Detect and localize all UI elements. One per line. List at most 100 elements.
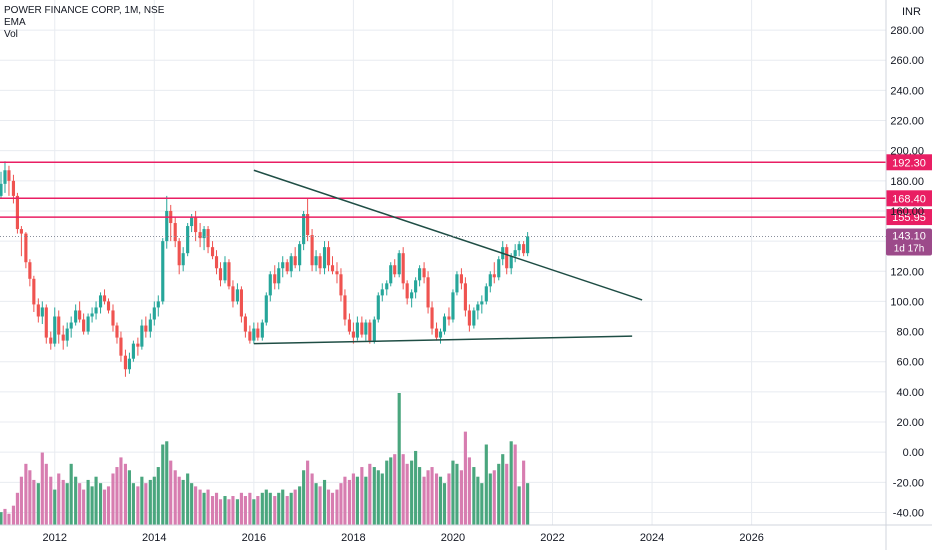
- candle-body: [322, 247, 327, 269]
- candle-body: [123, 355, 128, 370]
- volume-bar: [401, 454, 405, 525]
- candle-body: [339, 274, 343, 296]
- time-axis[interactable]: 2012 2014 2016 2018 2020 2022 2024 2026: [0, 524, 932, 544]
- candle-body: [256, 328, 260, 338]
- volume-bar: [264, 489, 268, 525]
- volume-bar: [505, 463, 509, 525]
- time-tick-label: 2012: [43, 532, 67, 544]
- candle-body: [206, 229, 210, 248]
- volume-bar: [335, 489, 339, 525]
- candle-body: [414, 280, 418, 293]
- candle-body: [24, 233, 28, 263]
- candle-body: [314, 256, 318, 266]
- candle-body: [302, 213, 306, 245]
- time-tick-label: 2026: [739, 532, 763, 544]
- volume-bar: [509, 441, 513, 525]
- trend-lines[interactable]: [253, 169, 643, 345]
- volume-bar: [451, 460, 455, 525]
- candle-body: [434, 328, 439, 338]
- volume-bar: [289, 492, 293, 525]
- candle-body: [260, 322, 264, 338]
- volume-bar: [65, 483, 69, 525]
- price-tick-label: 80.00: [896, 327, 924, 339]
- candle-body: [480, 301, 484, 305]
- symbol-title[interactable]: POWER FINANCE CORP, 1M, NSE: [4, 5, 165, 16]
- countdown-label: 1d 17h: [894, 243, 925, 254]
- candle-body: [405, 283, 409, 299]
- price-tick-label: 100.00: [890, 296, 924, 308]
- volume-bar: [202, 492, 206, 525]
- candle-body: [376, 295, 380, 320]
- volume-bar: [98, 483, 103, 525]
- volume-bar: [442, 483, 447, 525]
- candle-body: [351, 331, 355, 338]
- volume-bar: [115, 467, 119, 525]
- volume-bar: [438, 476, 443, 525]
- time-tick-label: 2014: [142, 532, 166, 544]
- candle-body: [144, 325, 148, 332]
- candle-body: [140, 325, 144, 347]
- ema-indicator-label[interactable]: EMA: [4, 17, 26, 28]
- level-price-tag: [886, 209, 932, 226]
- candle-body: [181, 253, 185, 266]
- candle-body: [459, 274, 463, 284]
- volume-bar: [173, 470, 177, 525]
- candle-body: [281, 262, 285, 269]
- volume-bar: [218, 499, 223, 525]
- volume-bar: [372, 467, 376, 525]
- candle-body: [186, 226, 190, 254]
- price-tick-label: 40.00: [896, 387, 924, 399]
- candle-body: [194, 217, 198, 233]
- candle-body: [343, 295, 347, 320]
- volume-bar: [223, 496, 227, 525]
- volume-bar: [239, 492, 243, 525]
- volume-indicator-label[interactable]: Vol: [4, 29, 18, 40]
- volume-bar: [385, 460, 389, 525]
- candle-body: [463, 283, 467, 311]
- volume-bar: [501, 454, 505, 525]
- volume-bars: [0, 393, 530, 525]
- grid-lines: [0, 0, 886, 525]
- candle-body: [285, 262, 289, 272]
- price-axis[interactable]: -40.00 -20.00 0.00 20.00 40.00 60.00 80.00 100.…: [885, 0, 932, 550]
- volume-bar: [434, 473, 439, 525]
- candle-body: [36, 304, 40, 317]
- candle-body: [484, 286, 488, 302]
- level-price-label: 155.95: [892, 212, 926, 224]
- volume-bar: [522, 460, 526, 525]
- time-tick-label: 2016: [242, 532, 266, 544]
- volume-bar: [293, 489, 297, 525]
- volume-bar: [351, 473, 355, 525]
- volume-bar: [281, 489, 285, 525]
- price-tick-label: -20.00: [893, 477, 924, 489]
- candle-body: [418, 268, 422, 281]
- volume-bar: [405, 463, 409, 525]
- candle-body: [442, 316, 447, 332]
- volume-bar: [517, 486, 521, 525]
- volume-bar: [86, 479, 90, 525]
- price-tick-label: 220.00: [890, 116, 924, 128]
- volume-bar: [355, 476, 359, 525]
- volume-bar: [285, 496, 289, 525]
- volume-bar: [78, 483, 82, 525]
- candle-body: [430, 307, 434, 329]
- volume-bar: [467, 457, 471, 525]
- horizontal-levels[interactable]: 192.30 168.40 155.95: [0, 154, 932, 226]
- candle-body: [15, 195, 19, 230]
- volume-bar: [397, 393, 401, 525]
- volume-bar: [181, 479, 185, 525]
- candle-body: [426, 277, 430, 308]
- candle-body: [248, 331, 252, 341]
- candle-body: [239, 289, 243, 317]
- price-tick-label: 60.00: [896, 357, 924, 369]
- candle-body: [82, 319, 86, 332]
- candle-body: [509, 256, 513, 269]
- volume-bar: [11, 505, 16, 525]
- candle-body: [492, 274, 496, 278]
- candle-body: [231, 286, 235, 302]
- volume-bar: [61, 479, 65, 525]
- candle-body: [397, 253, 401, 275]
- volume-bar: [488, 473, 492, 525]
- volume-bar: [194, 486, 198, 525]
